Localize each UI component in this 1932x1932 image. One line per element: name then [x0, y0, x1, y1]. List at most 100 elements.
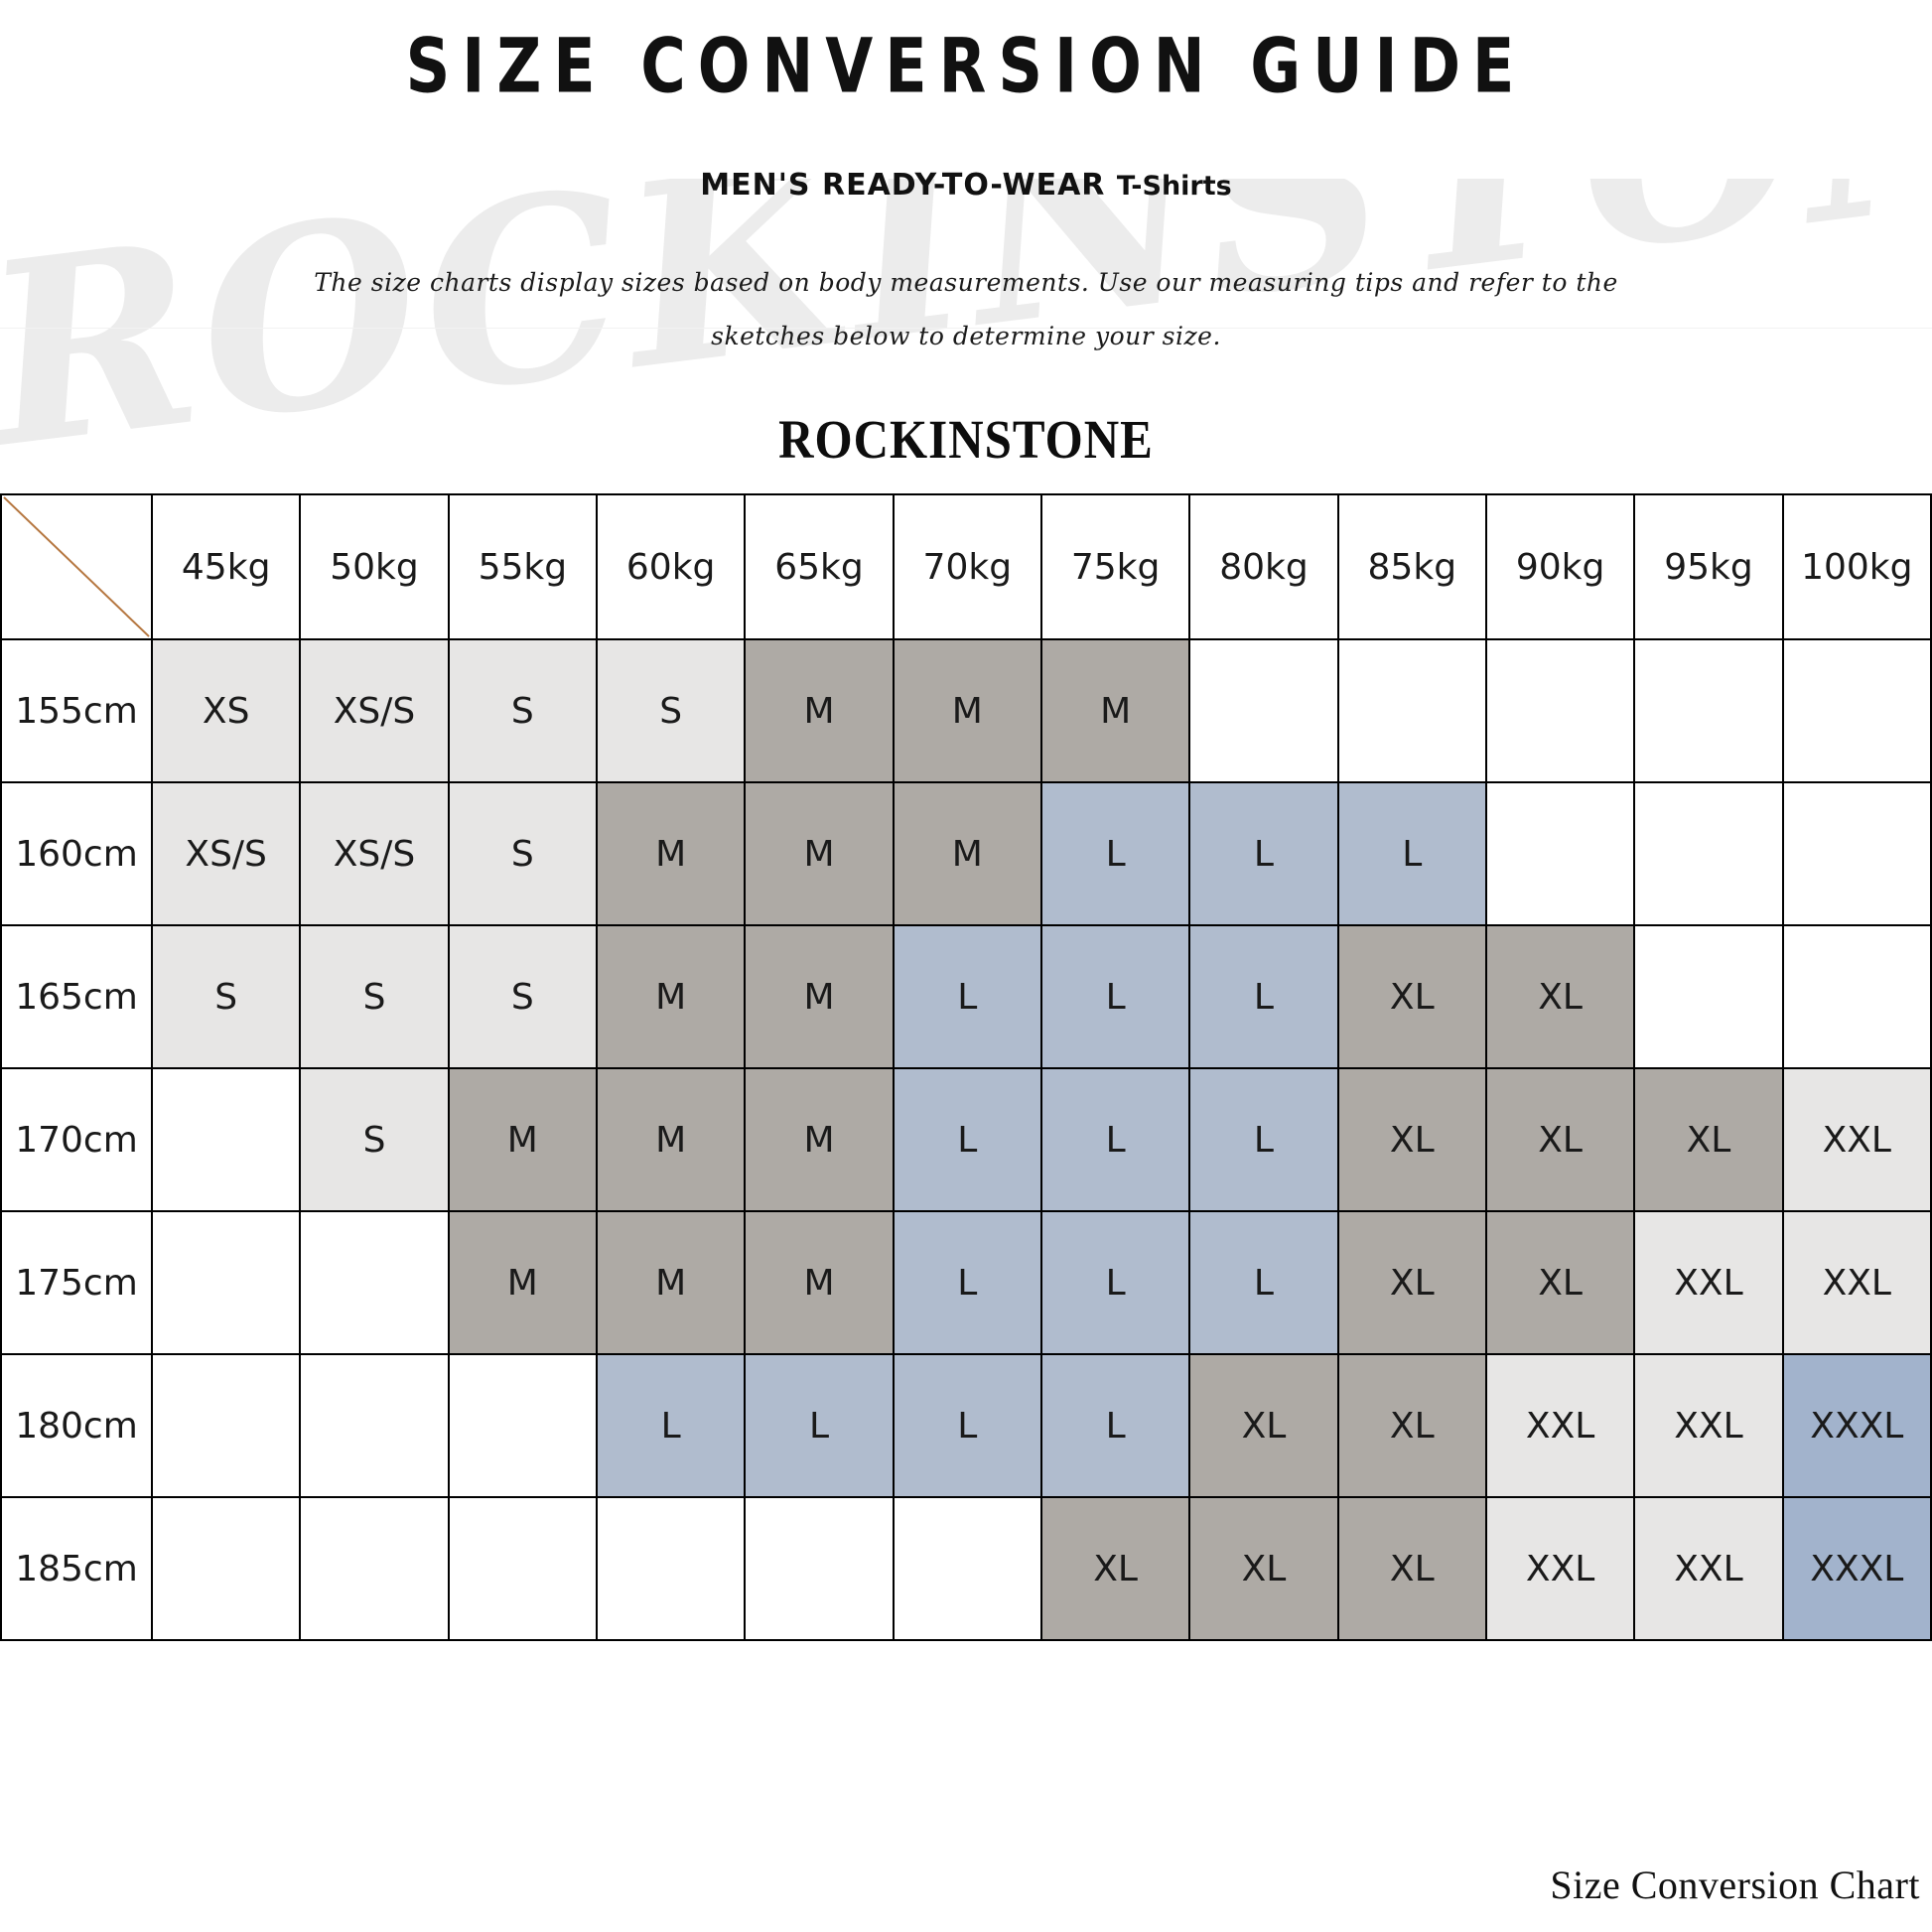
- weight-header-55kg: 55kg: [447, 493, 598, 640]
- brand-name: ROCKINSTONE: [778, 408, 1154, 471]
- size-cell-160cm-70kg: M: [892, 781, 1042, 926]
- size-cell-155cm-65kg: M: [744, 638, 895, 783]
- empty-cell-160cm-90kg: [1484, 781, 1636, 926]
- empty-cell-185cm-50kg: [299, 1496, 450, 1641]
- size-cell-180cm-60kg: L: [595, 1353, 747, 1498]
- size-cell-170cm-60kg: M: [595, 1067, 747, 1212]
- empty-cell-185cm-60kg: [595, 1496, 747, 1641]
- size-cell-180cm-70kg: L: [892, 1353, 1042, 1498]
- empty-cell-165cm-95kg: [1633, 924, 1784, 1069]
- size-cell-165cm-85kg: XL: [1336, 924, 1487, 1069]
- size-cell-185cm-95kg: XXL: [1633, 1496, 1784, 1641]
- size-cell-180cm-100kg: XXXL: [1781, 1353, 1932, 1498]
- size-cell-180cm-65kg: L: [744, 1353, 895, 1498]
- table-header-row: 45kg 50kg 55kg 60kg 65kg 70kg 75kg 80kg 85kg 90kg…: [0, 493, 1932, 640]
- height-header-165cm: 165cm: [0, 924, 153, 1069]
- size-cell-180cm-90kg: XXL: [1484, 1353, 1636, 1498]
- size-cell-170cm-75kg: L: [1039, 1067, 1191, 1212]
- size-cell-185cm-85kg: XL: [1336, 1496, 1487, 1641]
- size-cell-180cm-85kg: XL: [1336, 1353, 1487, 1498]
- size-cell-175cm-95kg: XXL: [1633, 1210, 1784, 1355]
- size-cell-155cm-55kg: S: [447, 638, 598, 783]
- category-subtitle: MEN'S READY-TO-WEAR T-Shirts: [0, 90, 1932, 203]
- empty-cell-155cm-100kg: [1781, 638, 1932, 783]
- size-cell-185cm-80kg: XL: [1188, 1496, 1339, 1641]
- size-cell-165cm-90kg: XL: [1484, 924, 1636, 1069]
- size-cell-155cm-50kg: XS/S: [299, 638, 450, 783]
- size-cell-175cm-55kg: M: [447, 1210, 598, 1355]
- size-cell-170cm-100kg: XXL: [1781, 1067, 1932, 1212]
- size-cell-160cm-65kg: M: [744, 781, 895, 926]
- size-cell-160cm-75kg: L: [1039, 781, 1191, 926]
- empty-cell-170cm-45kg: [150, 1067, 302, 1212]
- category-label: MEN'S READY-TO-WEAR: [700, 168, 1106, 203]
- empty-cell-155cm-90kg: [1484, 638, 1636, 783]
- empty-cell-185cm-70kg: [892, 1496, 1042, 1641]
- size-cell-165cm-55kg: S: [447, 924, 598, 1069]
- table-head: 45kg 50kg 55kg 60kg 65kg 70kg 75kg 80kg 85kg 90kg…: [0, 493, 1932, 640]
- size-cell-170cm-55kg: M: [447, 1067, 598, 1212]
- size-cell-180cm-80kg: XL: [1188, 1353, 1339, 1498]
- empty-cell-160cm-100kg: [1781, 781, 1932, 926]
- empty-cell-180cm-50kg: [299, 1353, 450, 1498]
- height-header-175cm: 175cm: [0, 1210, 153, 1355]
- size-cell-175cm-100kg: XXL: [1781, 1210, 1932, 1355]
- size-cell-160cm-60kg: M: [595, 781, 747, 926]
- chart-caption: Size Conversion Chart: [1550, 1863, 1920, 1907]
- size-cell-185cm-75kg: XL: [1039, 1496, 1191, 1641]
- corner-cell-diagonal: [0, 493, 153, 640]
- weight-header-65kg: 65kg: [744, 493, 895, 640]
- weight-header-90kg: 90kg: [1484, 493, 1636, 640]
- size-cell-170cm-80kg: L: [1188, 1067, 1339, 1212]
- weight-header-60kg: 60kg: [595, 493, 747, 640]
- size-cell-180cm-95kg: XXL: [1633, 1353, 1784, 1498]
- size-cell-175cm-80kg: L: [1188, 1210, 1339, 1355]
- diagonal-divider-icon: [3, 496, 150, 637]
- size-table-container: 45kg 50kg 55kg 60kg 65kg 70kg 75kg 80kg 85kg 90kg…: [0, 493, 1932, 1641]
- size-cell-155cm-60kg: S: [595, 638, 747, 783]
- size-cell-185cm-90kg: XXL: [1484, 1496, 1636, 1641]
- size-cell-165cm-45kg: S: [150, 924, 302, 1069]
- size-conversion-table: 45kg 50kg 55kg 60kg 65kg 70kg 75kg 80kg 85kg 90kg…: [0, 493, 1932, 1641]
- table-row: 165cm S S S M M L L L XL XL: [0, 924, 1932, 1069]
- weight-header-75kg: 75kg: [1039, 493, 1191, 640]
- size-cell-155cm-75kg: M: [1039, 638, 1191, 783]
- table-row: 175cm M M M L L L XL XL XXL XXL: [0, 1210, 1932, 1355]
- size-cell-170cm-65kg: M: [744, 1067, 895, 1212]
- size-cell-175cm-65kg: M: [744, 1210, 895, 1355]
- weight-header-85kg: 85kg: [1336, 493, 1487, 640]
- size-cell-180cm-75kg: L: [1039, 1353, 1191, 1498]
- height-header-170cm: 170cm: [0, 1067, 153, 1212]
- empty-cell-155cm-85kg: [1336, 638, 1487, 783]
- size-cell-170cm-90kg: XL: [1484, 1067, 1636, 1212]
- empty-cell-175cm-45kg: [150, 1210, 302, 1355]
- empty-cell-165cm-100kg: [1781, 924, 1932, 1069]
- size-cell-170cm-70kg: L: [892, 1067, 1042, 1212]
- size-cell-165cm-75kg: L: [1039, 924, 1191, 1069]
- size-cell-160cm-85kg: L: [1336, 781, 1487, 926]
- size-cell-160cm-55kg: S: [447, 781, 598, 926]
- empty-cell-175cm-50kg: [299, 1210, 450, 1355]
- table-body: 155cm XS XS/S S S M M M 160cm XS/S XS/S S M M M L L L 165c…: [0, 638, 1932, 1641]
- weight-header-100kg: 100kg: [1781, 493, 1932, 640]
- empty-cell-155cm-95kg: [1633, 638, 1784, 783]
- height-header-155cm: 155cm: [0, 638, 153, 783]
- weight-header-70kg: 70kg: [892, 493, 1042, 640]
- size-cell-170cm-85kg: XL: [1336, 1067, 1487, 1212]
- size-cell-175cm-90kg: XL: [1484, 1210, 1636, 1355]
- table-row: 180cm L L L L XL XL XXL XXL XXXL: [0, 1353, 1932, 1498]
- size-cell-165cm-80kg: L: [1188, 924, 1339, 1069]
- height-header-185cm: 185cm: [0, 1496, 153, 1641]
- weight-header-80kg: 80kg: [1188, 493, 1339, 640]
- page-title: SIZE CONVERSION GUIDE: [405, 21, 1527, 111]
- intro-paragraph: The size charts display sizes based on b…: [314, 268, 1618, 350]
- weight-header-45kg: 45kg: [150, 493, 302, 640]
- empty-cell-180cm-45kg: [150, 1353, 302, 1498]
- size-cell-175cm-85kg: XL: [1336, 1210, 1487, 1355]
- empty-cell-185cm-65kg: [744, 1496, 895, 1641]
- size-cell-175cm-75kg: L: [1039, 1210, 1191, 1355]
- size-cell-170cm-95kg: XL: [1633, 1067, 1784, 1212]
- size-cell-155cm-70kg: M: [892, 638, 1042, 783]
- table-row: 185cm XL XL XL XXL XXL XXXL: [0, 1496, 1932, 1641]
